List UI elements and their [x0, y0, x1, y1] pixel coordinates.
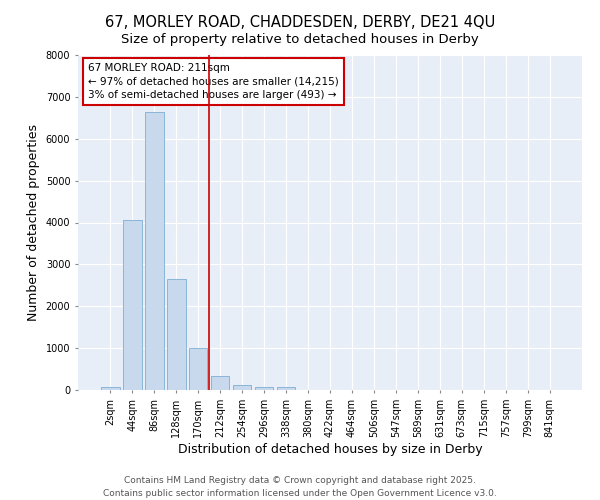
Y-axis label: Number of detached properties: Number of detached properties	[27, 124, 40, 321]
Bar	[189, 348, 208, 390]
Text: Size of property relative to detached houses in Derby: Size of property relative to detached ho…	[121, 32, 479, 46]
Text: 67 MORLEY ROAD: 211sqm
← 97% of detached houses are smaller (14,215)
3% of semi-: 67 MORLEY ROAD: 211sqm ← 97% of detached…	[88, 64, 339, 100]
Bar	[145, 112, 164, 390]
Bar	[277, 388, 295, 390]
X-axis label: Distribution of detached houses by size in Derby: Distribution of detached houses by size …	[178, 442, 482, 456]
Bar	[123, 220, 142, 390]
Bar	[233, 385, 251, 390]
Bar	[255, 387, 274, 390]
Bar	[101, 388, 119, 390]
Bar	[167, 278, 185, 390]
Text: 67, MORLEY ROAD, CHADDESDEN, DERBY, DE21 4QU: 67, MORLEY ROAD, CHADDESDEN, DERBY, DE21…	[105, 15, 495, 30]
Text: Contains HM Land Registry data © Crown copyright and database right 2025.
Contai: Contains HM Land Registry data © Crown c…	[103, 476, 497, 498]
Bar	[211, 376, 229, 390]
